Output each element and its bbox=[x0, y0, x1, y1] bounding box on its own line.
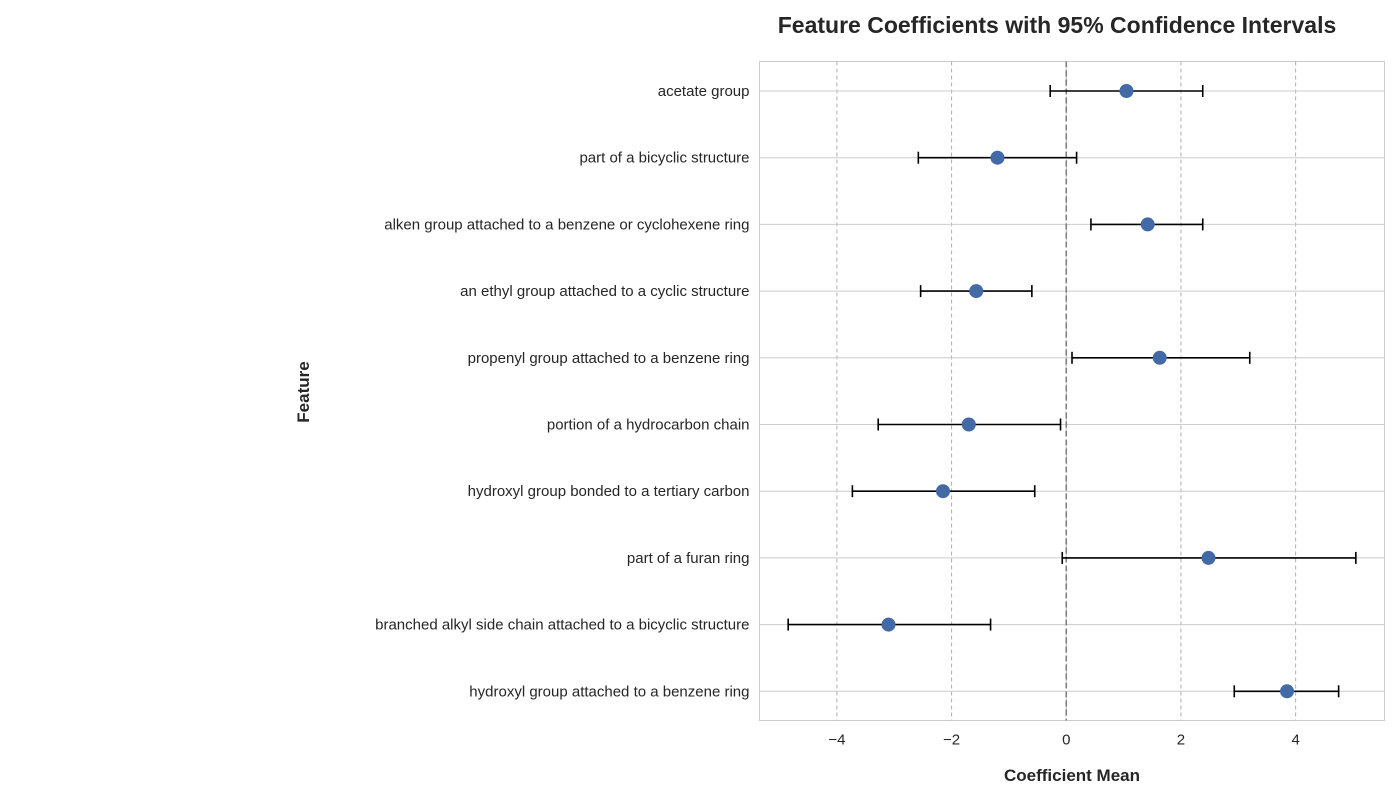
y-axis-title: Feature bbox=[294, 361, 313, 422]
y-tick-label: propenyl group attached to a benzene rin… bbox=[468, 350, 750, 367]
mean-point bbox=[1140, 217, 1155, 232]
mean-point bbox=[961, 417, 976, 432]
chart-title: Feature Coefficients with 95% Confidence… bbox=[778, 12, 1337, 38]
x-axis-title: Coefficient Mean bbox=[1004, 766, 1140, 785]
x-tick-label: −4 bbox=[828, 732, 845, 749]
mean-point bbox=[990, 150, 1005, 165]
axis-labels: −4 −2 0 2 4 acetate group part of a bicyclic s… bbox=[375, 83, 1300, 749]
data-point-group bbox=[1233, 684, 1340, 699]
x-tick-label: 0 bbox=[1062, 732, 1070, 749]
y-tick-label: hydroxyl group bonded to a tertiary carb… bbox=[468, 483, 750, 500]
y-tick-label: acetate group bbox=[658, 83, 750, 100]
data-point-group bbox=[1071, 350, 1251, 365]
x-tick-label: 2 bbox=[1177, 732, 1185, 749]
y-tick-label: part of a furan ring bbox=[627, 550, 750, 567]
data-point-group bbox=[919, 284, 1033, 299]
data-point-group bbox=[787, 617, 992, 632]
data-point-group bbox=[851, 484, 1036, 499]
mean-point bbox=[881, 617, 896, 632]
data-point-group bbox=[877, 417, 1062, 432]
mean-point bbox=[1201, 550, 1216, 565]
y-tick-label: portion of a hydrocarbon chain bbox=[547, 417, 750, 434]
data-point-group bbox=[917, 150, 1078, 165]
y-tick-label: alken group attached to a benzene or cyc… bbox=[384, 216, 749, 233]
mean-point bbox=[1280, 684, 1295, 699]
x-tick-label: 4 bbox=[1291, 732, 1299, 749]
y-tick-label: branched alkyl side chain attached to a … bbox=[375, 617, 749, 634]
data-series bbox=[787, 84, 1357, 699]
y-tick-label: part of a bicyclic structure bbox=[579, 150, 749, 167]
data-point-group bbox=[1090, 217, 1204, 232]
x-tick-label: −2 bbox=[943, 732, 960, 749]
data-point-group bbox=[1061, 550, 1357, 565]
mean-point bbox=[1152, 350, 1167, 365]
mean-point bbox=[935, 484, 950, 499]
mean-point bbox=[969, 284, 984, 299]
y-tick-label: hydroxyl group attached to a benzene rin… bbox=[469, 683, 749, 700]
mean-point bbox=[1119, 84, 1134, 98]
plot-area bbox=[759, 61, 1385, 721]
data-point-group bbox=[1049, 84, 1204, 98]
y-tick-label: an ethyl group attached to a cyclic stru… bbox=[460, 283, 749, 300]
